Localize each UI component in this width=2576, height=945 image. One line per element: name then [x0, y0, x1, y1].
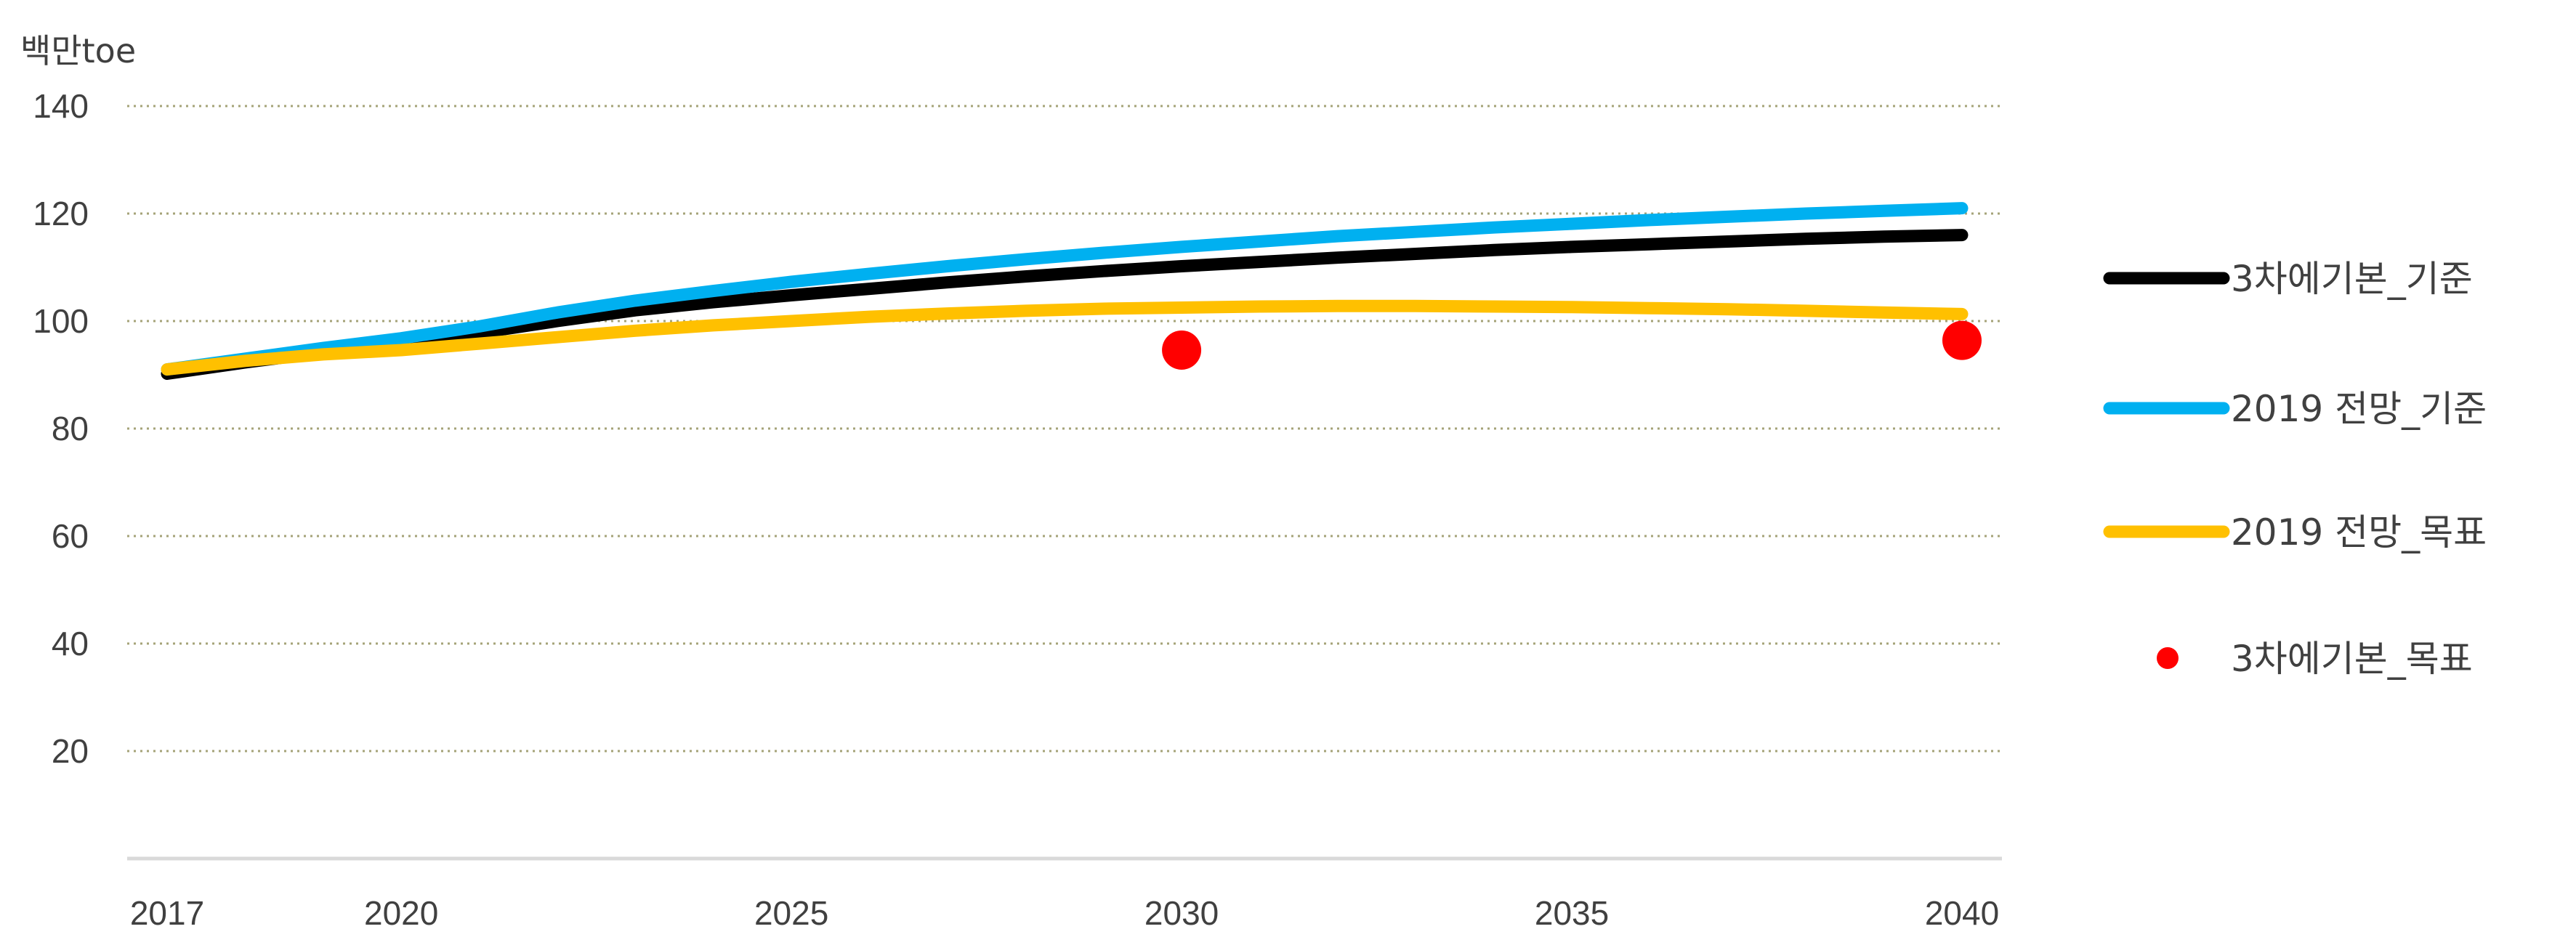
series-line-1	[161, 202, 1969, 376]
x-tick-label: 2020	[364, 894, 438, 932]
y-axis-ticks: 20 40 60 80 100 120 140	[33, 87, 89, 770]
y-tick-label: 60	[52, 517, 89, 555]
gridlines	[127, 105, 2002, 753]
series-point-3-1	[1942, 320, 1982, 360]
y-tick-label: 100	[33, 302, 89, 340]
legend-label-0: 3차에기본_기준	[2231, 258, 2473, 300]
x-tick-label: 2035	[1535, 894, 1609, 932]
x-axis-ticks: 2017 2020 2025 2030 2035 2040	[130, 894, 1999, 932]
legend-label-2: 2019 전망_목표	[2231, 511, 2487, 553]
y-tick-label: 120	[33, 195, 89, 232]
series-line-2	[161, 299, 1969, 376]
series-point-3-0	[1162, 330, 1202, 370]
x-tick-label: 2030	[1144, 894, 1219, 932]
x-tick-label: 2040	[1925, 894, 1999, 932]
legend-label-3: 3차에기본_목표	[2231, 638, 2473, 680]
series-lines	[161, 202, 1982, 380]
y-axis-unit-label: 백만toe	[20, 31, 136, 70]
legend-swatch-3	[2157, 647, 2179, 669]
x-tick-label: 2017	[130, 894, 204, 932]
y-tick-label: 20	[52, 732, 89, 770]
legend-label-1: 2019 전망_기준	[2231, 388, 2487, 430]
series-line-0	[161, 229, 1969, 380]
y-tick-label: 80	[52, 410, 89, 447]
y-tick-label: 140	[33, 87, 89, 125]
legend: 3차에기본_기준 2019 전망_기준 2019 전망_목표 3차에기본_목표	[2103, 258, 2487, 680]
x-tick-label: 2025	[754, 894, 828, 932]
y-tick-label: 40	[52, 625, 89, 662]
